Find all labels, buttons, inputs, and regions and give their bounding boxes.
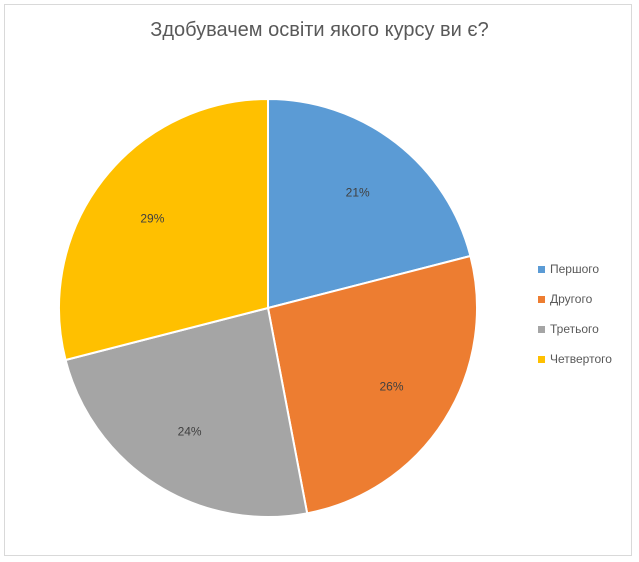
legend-label: Четвертого xyxy=(550,352,612,366)
data-label-2: 26% xyxy=(380,379,404,393)
legend-swatch xyxy=(538,295,545,303)
legend-item-3: Третього xyxy=(538,314,612,344)
pie-slice-4 xyxy=(58,97,269,362)
pie-slice-2 xyxy=(266,254,478,515)
pie-slice-1 xyxy=(267,97,472,310)
legend-label: Першого xyxy=(550,262,600,276)
data-label-1: 21% xyxy=(346,185,370,199)
legend-item-1: Першого xyxy=(538,254,612,284)
data-label-4: 29% xyxy=(140,211,164,225)
legend-swatch xyxy=(538,265,545,273)
legend-label: Третього xyxy=(550,322,599,336)
chart-title: Здобувачем освіти якого курсу ви є? xyxy=(150,19,489,41)
pie-slice-3 xyxy=(64,306,309,518)
legend-swatch xyxy=(538,355,545,363)
data-label-3: 24% xyxy=(178,425,202,439)
legend-label: Другого xyxy=(550,292,593,306)
legend-item-2: Другого xyxy=(538,284,612,314)
legend-swatch xyxy=(538,325,545,333)
legend-item-4: Четвертого xyxy=(538,344,612,374)
chart-legend: Першого Другого Третього Четвертого xyxy=(538,254,612,374)
